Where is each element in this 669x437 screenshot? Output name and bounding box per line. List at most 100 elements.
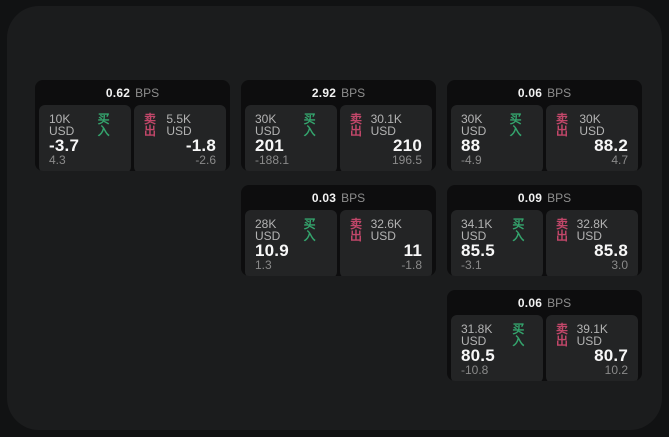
bps-value: 0.06: [517, 295, 543, 310]
buy-quote-tile[interactable]: 30K USD 买入 88 -4.9: [451, 105, 543, 171]
sell-tile-header: 卖出 5.5K USD: [144, 113, 216, 137]
bps-unit-label: BPS: [547, 295, 572, 310]
sell-quote-tile[interactable]: 卖出 39.1K USD 80.7 10.2: [546, 315, 638, 381]
buy-delta: -4.9: [461, 153, 482, 167]
bps-unit-label: BPS: [341, 85, 366, 100]
sell-tile-header: 卖出 30.1K USD: [350, 113, 422, 137]
card-body: 28K USD 买入 10.9 1.3 卖出 32.6K USD 11 -1.8: [241, 210, 436, 276]
sell-side-label: 卖出: [556, 322, 569, 348]
sell-tile-header: 卖出 30K USD: [556, 113, 628, 137]
buy-tile-header: 34.1K USD 买入: [461, 218, 533, 242]
sell-side-label: 卖出: [350, 217, 363, 243]
buy-notional: 30K USD: [255, 112, 281, 138]
sell-side-label: 卖出: [350, 112, 363, 138]
buy-side-label: 买入: [512, 322, 525, 348]
buy-tile-header: 28K USD 买入: [255, 218, 327, 242]
sell-notional: 39.1K USD: [576, 322, 608, 348]
buy-delta: -188.1: [255, 153, 290, 167]
bps-unit-label: BPS: [135, 85, 160, 100]
card-header: 2.92 BPS: [241, 80, 436, 105]
sell-delta: 3.0: [611, 258, 628, 272]
sell-price: 80.7: [594, 346, 628, 365]
buy-price: 88: [461, 136, 481, 155]
buy-notional: 28K USD: [255, 217, 281, 243]
quote-card: 0.09 BPS 34.1K USD 买入 85.5 -3.1 卖出 32.8K…: [447, 185, 642, 276]
buy-side-label: 买入: [303, 217, 316, 243]
sell-price: 85.8: [594, 241, 628, 260]
buy-price: 85.5: [461, 241, 495, 260]
card-header: 0.09 BPS: [447, 185, 642, 210]
buy-side-label: 买入: [509, 112, 522, 138]
buy-quote-tile[interactable]: 10K USD 买入 -3.7 4.3: [39, 105, 131, 171]
bps-unit-label: BPS: [547, 190, 572, 205]
buy-side-label: 买入: [97, 112, 110, 138]
quote-card: 2.92 BPS 30K USD 买入 201 -188.1 卖出 30.1K …: [241, 80, 436, 171]
quote-card: 0.62 BPS 10K USD 买入 -3.7 4.3 卖出 5.5K USD…: [35, 80, 230, 171]
buy-side-label: 买入: [512, 217, 525, 243]
buy-delta: 4.3: [49, 153, 66, 167]
buy-price: 201: [255, 136, 284, 155]
quote-grid: 0.62 BPS 10K USD 买入 -3.7 4.3 卖出 5.5K USD…: [35, 80, 642, 381]
buy-price: 80.5: [461, 346, 495, 365]
card-body: 30K USD 买入 88 -4.9 卖出 30K USD 88.2 4.7: [447, 105, 642, 171]
sell-delta: -1.8: [401, 258, 422, 272]
buy-tile-header: 30K USD 买入: [461, 113, 533, 137]
buy-tile-header: 31.8K USD 买入: [461, 323, 533, 347]
card-body: 31.8K USD 买入 80.5 -10.8 卖出 39.1K USD 80.…: [447, 315, 642, 381]
card-header: 0.62 BPS: [35, 80, 230, 105]
sell-quote-tile[interactable]: 卖出 32.8K USD 85.8 3.0: [546, 210, 638, 276]
buy-price: 10.9: [255, 241, 289, 260]
sell-notional: 5.5K USD: [166, 112, 192, 138]
sell-tile-header: 卖出 32.8K USD: [556, 218, 628, 242]
sell-price: -1.8: [185, 136, 216, 155]
card-body: 30K USD 买入 201 -188.1 卖出 30.1K USD 210 1…: [241, 105, 436, 171]
sell-notional: 32.6K USD: [370, 217, 402, 243]
buy-quote-tile[interactable]: 34.1K USD 买入 85.5 -3.1: [451, 210, 543, 276]
sell-delta: 4.7: [611, 153, 628, 167]
sell-delta: 196.5: [391, 153, 422, 167]
buy-quote-tile[interactable]: 31.8K USD 买入 80.5 -10.8: [451, 315, 543, 381]
sell-tile-header: 卖出 39.1K USD: [556, 323, 628, 347]
buy-delta: 1.3: [255, 258, 272, 272]
quote-card: 0.06 BPS 31.8K USD 买入 80.5 -10.8 卖出 39.1…: [447, 290, 642, 381]
bps-value: 2.92: [311, 85, 337, 100]
sell-quote-tile[interactable]: 卖出 32.6K USD 11 -1.8: [340, 210, 432, 276]
card-header: 0.06 BPS: [447, 290, 642, 315]
buy-notional: 31.8K USD: [461, 322, 493, 348]
sell-price: 88.2: [594, 136, 628, 155]
buy-quote-tile[interactable]: 30K USD 买入 201 -188.1: [245, 105, 337, 171]
sell-tile-header: 卖出 32.6K USD: [350, 218, 422, 242]
buy-delta: -10.8: [461, 363, 489, 377]
sell-price: 210: [393, 136, 422, 155]
sell-notional: 30.1K USD: [370, 112, 402, 138]
sell-notional: 30K USD: [579, 112, 605, 138]
sell-quote-tile[interactable]: 卖出 5.5K USD -1.8 -2.6: [134, 105, 226, 171]
buy-notional: 34.1K USD: [461, 217, 493, 243]
buy-delta: -3.1: [461, 258, 482, 272]
bps-unit-label: BPS: [547, 85, 572, 100]
quote-card: 0.06 BPS 30K USD 买入 88 -4.9 卖出 30K USD 8…: [447, 80, 642, 171]
sell-notional: 32.8K USD: [576, 217, 608, 243]
buy-notional: 30K USD: [461, 112, 487, 138]
sell-delta: -2.6: [195, 153, 216, 167]
card-header: 0.06 BPS: [447, 80, 642, 105]
buy-notional: 10K USD: [49, 112, 75, 138]
buy-tile-header: 10K USD 买入: [49, 113, 121, 137]
buy-side-label: 买入: [303, 112, 316, 138]
sell-delta: 10.2: [604, 363, 628, 377]
bps-value: 0.06: [517, 85, 543, 100]
bps-value: 0.09: [517, 190, 543, 205]
card-header: 0.03 BPS: [241, 185, 436, 210]
sell-quote-tile[interactable]: 卖出 30K USD 88.2 4.7: [546, 105, 638, 171]
buy-tile-header: 30K USD 买入: [255, 113, 327, 137]
bps-unit-label: BPS: [341, 190, 366, 205]
bps-value: 0.03: [311, 190, 337, 205]
sell-side-label: 卖出: [556, 217, 569, 243]
sell-quote-tile[interactable]: 卖出 30.1K USD 210 196.5: [340, 105, 432, 171]
card-body: 10K USD 买入 -3.7 4.3 卖出 5.5K USD -1.8 -2.…: [35, 105, 230, 171]
sell-side-label: 卖出: [556, 112, 569, 138]
buy-quote-tile[interactable]: 28K USD 买入 10.9 1.3: [245, 210, 337, 276]
sell-price: 11: [403, 241, 422, 260]
sell-side-label: 卖出: [144, 112, 157, 138]
